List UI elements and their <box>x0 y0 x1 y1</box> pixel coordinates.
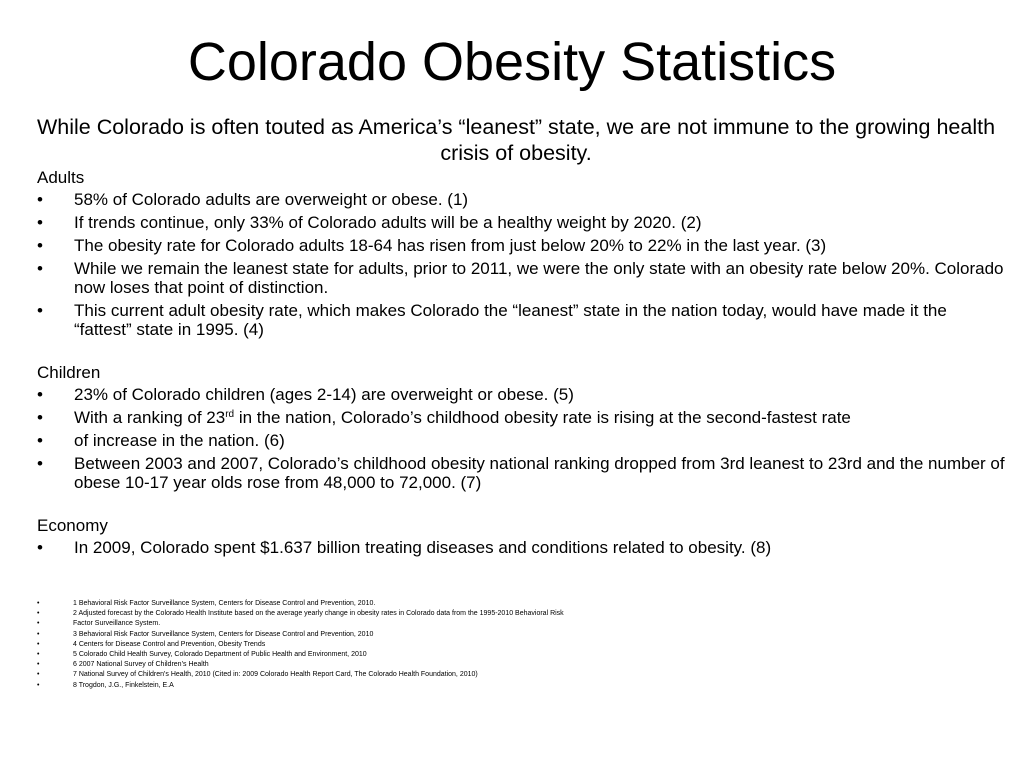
reference-text: Factor Surveillance System. <box>73 620 161 628</box>
bullet-marker: • <box>37 213 43 232</box>
reference-text: 4 Centers for Disease Control and Preven… <box>73 640 266 648</box>
ordinal-suffix: rd <box>225 409 235 420</box>
section-heading-adults: Adults <box>37 168 85 187</box>
section-heading-economy: Economy <box>37 516 108 535</box>
reference-text: 2 Adjusted forecast by the Colorado Heal… <box>73 610 564 618</box>
adults-bullet: • This current adult obesity rate, which… <box>37 301 1007 339</box>
bullet-text: While we remain the leanest state for ad… <box>74 259 1004 297</box>
reference-text: 5 Colorado Child Health Survey, Colorado… <box>73 651 367 659</box>
economy-bullet: • In 2009, Colorado spent $1.637 billion… <box>37 538 1007 557</box>
children-bullet: • 23% of Colorado children (ages 2-14) a… <box>37 385 1007 404</box>
bullet-marker: • <box>37 681 40 689</box>
bullet-marker: • <box>37 301 43 320</box>
bullet-marker: • <box>37 236 43 255</box>
reference-item: • 4 Centers for Disease Control and Preve… <box>37 640 937 650</box>
bullet-text: of increase in the nation. (6) <box>74 431 285 450</box>
bullet-text: This current adult obesity rate, which m… <box>74 301 947 339</box>
reference-item: • 1 Behavioral Risk Factor Surveillance S… <box>37 599 937 609</box>
reference-item: • 3 Behavioral Risk Factor Surveillance S… <box>37 630 937 640</box>
reference-text: 8 Trogdon, J.G., Finkelstein, E.A <box>73 681 174 689</box>
bullet-marker: • <box>37 620 40 628</box>
bullet-marker: • <box>37 610 40 618</box>
reference-item: • 6 2007 National Survey of Children’s He… <box>37 660 937 670</box>
bullet-marker: • <box>37 259 43 278</box>
bullet-text-part: With a ranking of 23 <box>74 408 226 427</box>
bullet-marker: • <box>37 408 43 427</box>
slide-subtitle: While Colorado is often touted as Americ… <box>36 115 996 165</box>
bullet-text: Between 2003 and 2007, Colorado’s childh… <box>74 454 1005 492</box>
adults-bullet: • If trends continue, only 33% of Colora… <box>37 213 1007 232</box>
bullet-marker: • <box>37 600 40 607</box>
children-bullet: • Between 2003 and 2007, Colorado’s chil… <box>37 454 1007 492</box>
section-spacer <box>37 343 1007 363</box>
adults-bullet: • The obesity rate for Colorado adults 1… <box>37 236 1007 255</box>
bullet-text: With a ranking of 23rd in the nation, Co… <box>74 408 851 427</box>
section-spacer <box>37 496 1007 516</box>
reference-item: • Factor Surveillance System. <box>37 619 937 629</box>
bullet-marker: • <box>37 454 43 473</box>
reference-text: 1 Behavioral Risk Factor Surveillance Sy… <box>73 600 376 607</box>
bullet-marker: • <box>37 538 43 557</box>
children-bullet: • With a ranking of 23rd in the nation, … <box>37 408 1007 427</box>
adults-bullet: • 58% of Colorado adults are overweight … <box>37 190 1007 209</box>
reference-item: • 8 Trogdon, J.G., Finkelstein, E.A <box>37 681 937 691</box>
bullet-text: 58% of Colorado adults are overweight or… <box>74 190 469 209</box>
bullet-marker: • <box>37 671 40 679</box>
adults-bullet: • While we remain the leanest state for … <box>37 259 1007 297</box>
bullet-marker: • <box>37 431 43 450</box>
bullet-text: In 2009, Colorado spent $1.637 billion t… <box>74 538 772 557</box>
bullet-text: The obesity rate for Colorado adults 18-… <box>74 236 827 255</box>
children-bullet: • of increase in the nation. (6) <box>37 431 1007 450</box>
bullet-marker: • <box>37 640 40 648</box>
reference-text: 3 Behavioral Risk Factor Surveillance Sy… <box>73 630 374 638</box>
reference-text: 6 2007 National Survey of Children’s Hea… <box>73 661 209 669</box>
slide-body: Adults • 58% of Colorado adults are over… <box>37 168 1007 561</box>
section-heading-children: Children <box>37 363 101 382</box>
bullet-marker: • <box>37 190 43 209</box>
reference-item: • 7 National Survey of Children's Health,… <box>37 670 937 680</box>
bullet-marker: • <box>37 630 40 638</box>
reference-text: 7 National Survey of Children's Health, … <box>73 671 478 679</box>
bullet-marker: • <box>37 661 40 669</box>
bullet-marker: • <box>37 651 40 659</box>
bullet-text: 23% of Colorado children (ages 2-14) are… <box>74 385 574 404</box>
reference-item: • 5 Colorado Child Health Survey, Colorad… <box>37 650 937 660</box>
references-list: • 1 Behavioral Risk Factor Surveillance S… <box>37 599 937 691</box>
slide-title: Colorado Obesity Statistics <box>187 32 837 92</box>
bullet-marker: • <box>37 385 43 404</box>
bullet-text: If trends continue, only 33% of Colorado… <box>74 213 702 232</box>
bullet-text-part: in the nation, Colorado’s childhood obes… <box>234 408 851 427</box>
reference-item: • 2 Adjusted forecast by the Colorado Hea… <box>37 609 937 619</box>
